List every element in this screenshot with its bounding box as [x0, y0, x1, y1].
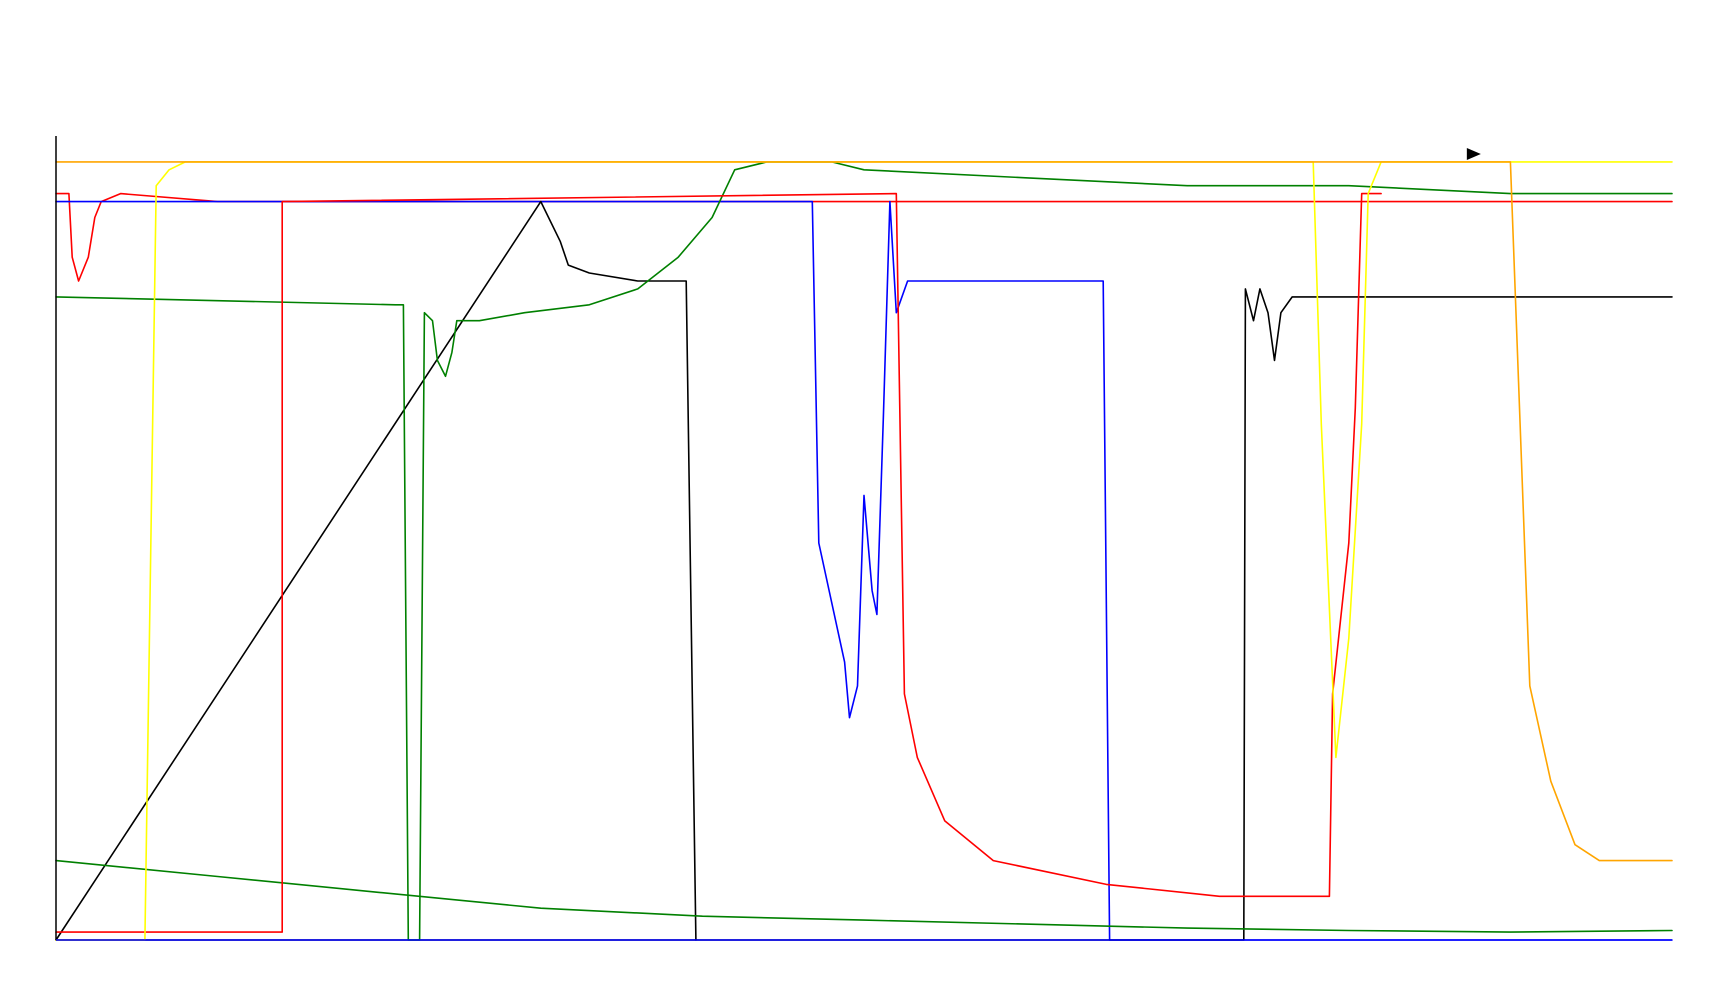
series-group — [55, 161, 1673, 941]
series-line-1 — [55, 192, 1673, 282]
series-line-7 — [55, 192, 1382, 933]
series-line-2 — [55, 200, 1673, 941]
plot-area — [55, 136, 1673, 941]
series-line-8 — [55, 161, 1673, 941]
series-line-3 — [55, 288, 1673, 941]
series-line-4 — [55, 200, 697, 941]
series-line-9 — [55, 161, 1673, 862]
marker-arrow-icon — [1466, 147, 1481, 160]
series-line-5 — [55, 161, 1673, 941]
series-line-6 — [55, 859, 1673, 933]
